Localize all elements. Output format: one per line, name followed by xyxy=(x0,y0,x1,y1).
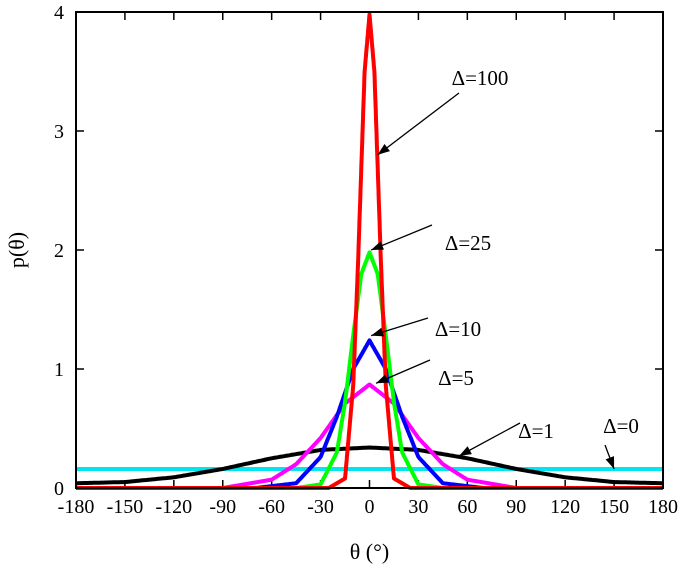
annotation-arrowhead-delta-0 xyxy=(605,456,615,469)
annotation-layer: Δ=100 Δ=25 Δ=10 Δ=5 Δ=1 Δ=0 xyxy=(370,66,639,470)
x-tick-label: -60 xyxy=(258,496,285,518)
series-line-delta-100 xyxy=(76,12,663,490)
x-tick-label: 0 xyxy=(365,496,375,518)
x-tick-label: -120 xyxy=(155,496,192,518)
annotation-label-delta-100: Δ=100 xyxy=(452,66,509,90)
annotation-label-delta-10: Δ=10 xyxy=(435,317,481,341)
x-tick-label: 180 xyxy=(648,496,678,518)
series-line-delta-5 xyxy=(76,382,663,490)
annotation-arrow-delta-100 xyxy=(377,92,460,156)
annotation-label-delta-1: Δ=1 xyxy=(518,419,554,443)
y-tick-label: 4 xyxy=(54,2,64,24)
y-tick-label: 0 xyxy=(54,478,64,500)
annotation-label-delta-5: Δ=5 xyxy=(438,366,474,390)
x-tick-label: 150 xyxy=(599,496,629,518)
y-tick-label: 2 xyxy=(54,240,64,262)
annotation-arrowhead-delta-10 xyxy=(371,327,384,337)
series-line-delta-10 xyxy=(76,338,663,490)
x-axis-title: θ (°) xyxy=(350,539,390,564)
ticks-layer: -180 -150 -120 -90 -60 -30 0 30 60 90 120 150 180 0 1 2… xyxy=(54,2,678,518)
x-tick-label: 90 xyxy=(506,496,526,518)
x-tick-label: 30 xyxy=(408,496,428,518)
x-tick-label: -90 xyxy=(209,496,236,518)
x-tick-label: 60 xyxy=(457,496,477,518)
x-tick-label: -30 xyxy=(307,496,334,518)
x-tick-label: -180 xyxy=(58,496,95,518)
x-tick-label: 120 xyxy=(550,496,580,518)
y-axis-title: p(θ) xyxy=(4,232,29,268)
annotation-arrowhead-delta-1 xyxy=(459,446,472,456)
series-layer xyxy=(76,12,663,490)
annotation-arrowhead-delta-25 xyxy=(371,241,384,250)
y-tick-label: 3 xyxy=(54,121,64,143)
plot-frame xyxy=(75,11,664,489)
annotation-arrowhead-delta-5 xyxy=(376,374,389,384)
annotation-label-delta-0: Δ=0 xyxy=(603,414,639,438)
x-tick-label: -150 xyxy=(107,496,144,518)
series-line-delta-25 xyxy=(76,250,663,490)
series-line-delta-1 xyxy=(76,445,663,486)
y-tick-label: 1 xyxy=(54,359,64,381)
annotation-arrowhead-delta-100 xyxy=(377,143,390,155)
annotation-label-delta-25: Δ=25 xyxy=(445,231,491,255)
